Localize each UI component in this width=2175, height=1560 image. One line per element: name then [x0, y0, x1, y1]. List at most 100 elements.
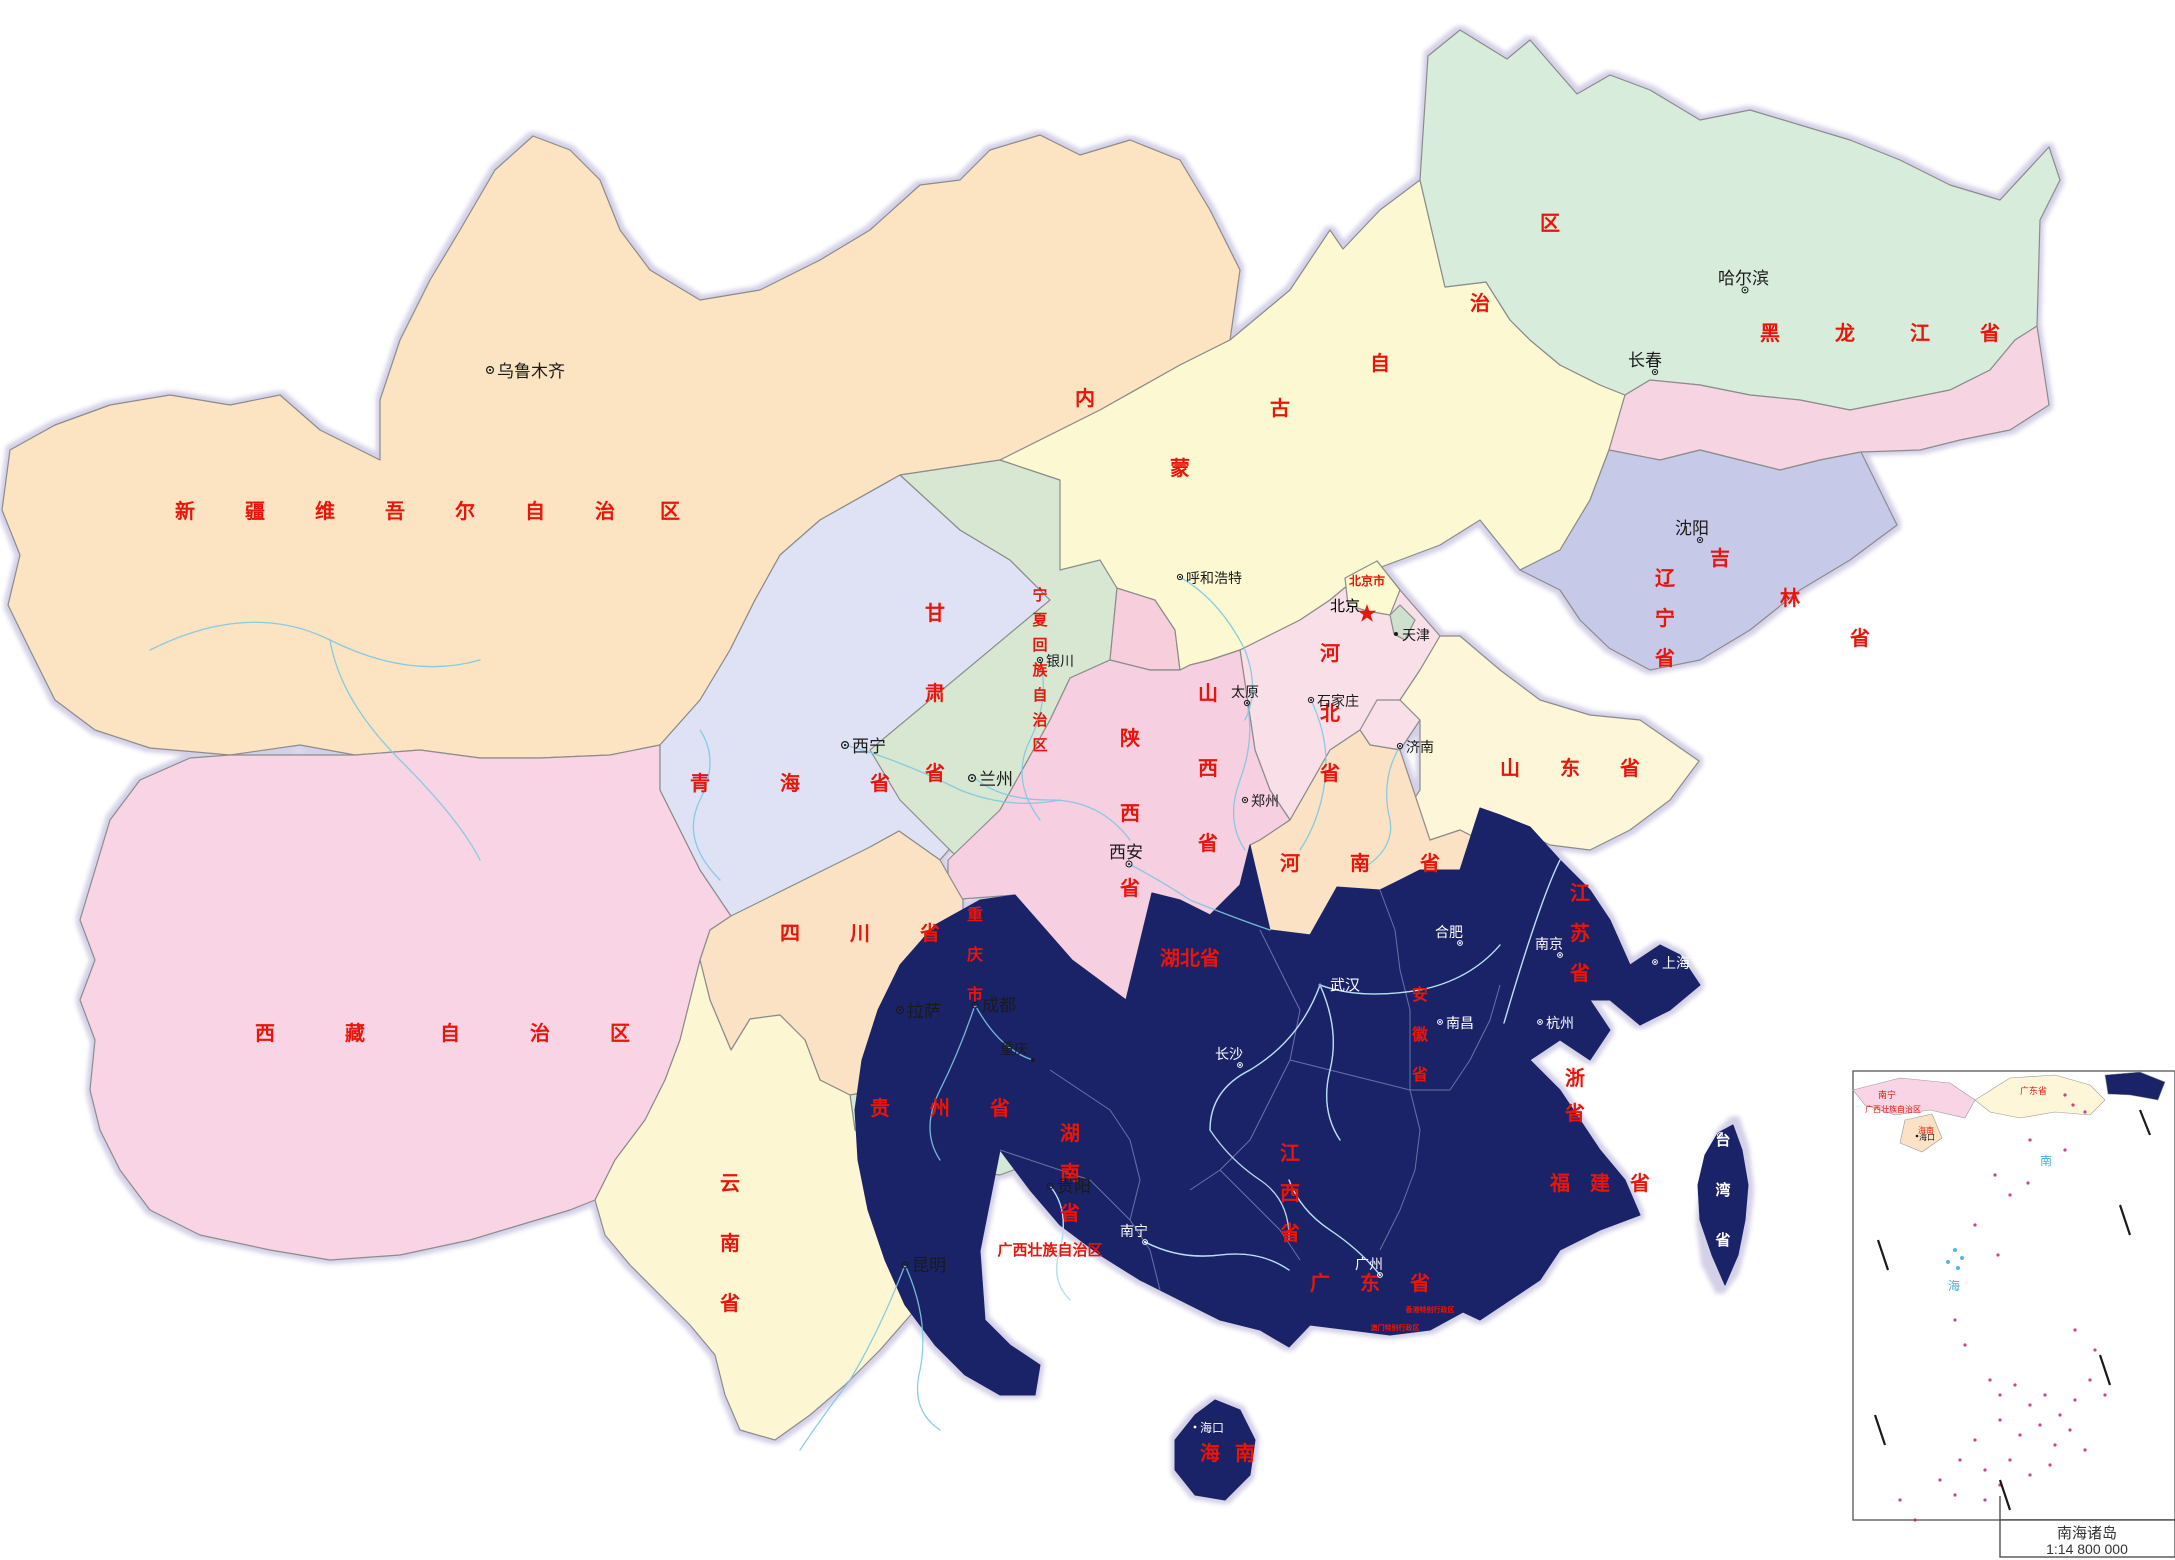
svg-text:省: 省	[719, 1292, 740, 1315]
svg-text:广州: 广州	[1355, 1256, 1383, 1272]
svg-text:尔: 尔	[455, 499, 475, 523]
svg-text:新: 新	[175, 499, 195, 523]
svg-text:1:14 800 000: 1:14 800 000	[2046, 1541, 2128, 1557]
svg-text:省: 省	[1119, 877, 1140, 900]
svg-text:海: 海	[1948, 1278, 1960, 1293]
svg-text:福: 福	[1549, 1172, 1570, 1195]
svg-text:治: 治	[1470, 291, 1490, 315]
svg-text:贵阳: 贵阳	[1057, 1177, 1091, 1196]
svg-text:区: 区	[1540, 213, 1560, 235]
svg-text:福州: 福州	[1615, 1088, 1643, 1104]
svg-text:川: 川	[849, 923, 870, 945]
svg-text:省: 省	[1419, 852, 1440, 875]
svg-text:州: 州	[930, 1097, 950, 1120]
svg-text:西: 西	[1198, 758, 1218, 780]
svg-text:湖: 湖	[1060, 1122, 1080, 1145]
svg-text:云: 云	[720, 1173, 740, 1195]
svg-text:上海: 上海	[1662, 955, 1690, 971]
svg-text:区: 区	[660, 501, 680, 523]
svg-text:呼和浩特: 呼和浩特	[1186, 570, 1242, 586]
svg-text:治: 治	[530, 1021, 550, 1045]
svg-text:沈阳: 沈阳	[1675, 519, 1709, 538]
svg-text:省: 省	[1629, 1172, 1650, 1195]
svg-text:北京市: 北京市	[1349, 573, 1385, 588]
svg-text:广: 广	[1310, 1271, 1330, 1295]
svg-text:杭州: 杭州	[1546, 1015, 1574, 1031]
svg-text:武汉: 武汉	[1330, 977, 1360, 994]
svg-text:拉萨: 拉萨	[907, 1002, 941, 1021]
svg-text:省: 省	[1409, 1272, 1430, 1295]
svg-text:藏: 藏	[345, 1021, 365, 1045]
svg-text:自: 自	[1370, 351, 1390, 375]
svg-text:省: 省	[1319, 762, 1340, 785]
svg-text:疆: 疆	[245, 500, 265, 523]
svg-text:长沙: 长沙	[1215, 1046, 1243, 1062]
svg-text:南昌: 南昌	[1446, 1015, 1474, 1031]
svg-text:甘: 甘	[925, 602, 945, 625]
svg-text:西: 西	[255, 1023, 275, 1045]
svg-text:维: 维	[315, 499, 335, 523]
svg-text:省: 省	[1619, 757, 1640, 780]
svg-text:澳门特别行政区: 澳门特别行政区	[1371, 1323, 1420, 1332]
svg-text:省: 省	[1411, 1065, 1428, 1084]
svg-text:市: 市	[967, 985, 983, 1004]
svg-text:区: 区	[610, 1023, 630, 1045]
svg-text:北京: 北京	[1330, 598, 1360, 615]
svg-text:南宁: 南宁	[1878, 1089, 1896, 1100]
svg-text:广东省: 广东省	[2020, 1085, 2047, 1096]
svg-text:合肥: 合肥	[1435, 924, 1463, 940]
svg-text:广西壮族自治区: 广西壮族自治区	[997, 1241, 1102, 1259]
svg-text:省: 省	[869, 772, 890, 795]
svg-text:南: 南	[1350, 852, 1370, 875]
svg-text:西: 西	[1120, 803, 1140, 825]
svg-text:海口: 海口	[1919, 1132, 1935, 1142]
svg-text:省: 省	[1849, 627, 1870, 650]
svg-text:浙: 浙	[1565, 1066, 1585, 1090]
svg-text:青: 青	[690, 772, 710, 795]
svg-text:南: 南	[2040, 1153, 2052, 1168]
svg-text:古: 古	[1270, 396, 1290, 420]
svg-text:苏: 苏	[1570, 922, 1590, 945]
svg-text:内: 内	[1075, 386, 1095, 410]
svg-text:省: 省	[1564, 1102, 1585, 1125]
svg-text:省: 省	[1569, 962, 1590, 985]
svg-text:江: 江	[1910, 322, 1930, 345]
svg-text:建: 建	[1590, 1171, 1610, 1195]
svg-text:湾: 湾	[1715, 1181, 1730, 1199]
svg-text:陕: 陕	[1120, 726, 1140, 750]
svg-text:省: 省	[919, 922, 940, 945]
svg-text:西安: 西安	[1109, 843, 1143, 862]
svg-text:湖北省: 湖北省	[1160, 947, 1220, 970]
svg-text:安: 安	[1412, 985, 1428, 1004]
svg-text:辽: 辽	[1655, 567, 1676, 590]
svg-text:蒙: 蒙	[1170, 457, 1190, 480]
svg-text:肃: 肃	[925, 682, 945, 705]
svg-text:昆明: 昆明	[912, 1256, 946, 1275]
svg-text:南: 南	[720, 1232, 740, 1255]
svg-text:宁: 宁	[1655, 606, 1675, 630]
svg-text:龙: 龙	[1835, 321, 1855, 345]
svg-text:山: 山	[1500, 757, 1520, 780]
svg-text:乌鲁木齐: 乌鲁木齐	[497, 362, 565, 381]
svg-text:区: 区	[1032, 737, 1047, 754]
svg-text:重庆: 重庆	[1000, 1041, 1028, 1057]
svg-text:海: 海	[1200, 1441, 1220, 1465]
svg-text:广西壮族自治区: 广西壮族自治区	[1865, 1104, 1921, 1114]
svg-text:济南: 济南	[1406, 739, 1434, 755]
svg-text:自: 自	[1032, 686, 1047, 704]
svg-text:省: 省	[1197, 832, 1218, 855]
svg-text:山: 山	[1198, 682, 1218, 705]
svg-text:省: 省	[989, 1097, 1010, 1120]
svg-text:海: 海	[780, 771, 800, 795]
svg-text:江: 江	[1570, 882, 1590, 905]
svg-text:西宁: 西宁	[852, 737, 886, 756]
svg-text:徽: 徽	[1411, 1025, 1429, 1044]
svg-text:省: 省	[1979, 322, 2000, 345]
svg-text:治: 治	[595, 499, 615, 523]
svg-text:回: 回	[1032, 637, 1047, 654]
svg-text:南: 南	[1235, 1442, 1255, 1465]
svg-text:庆: 庆	[966, 945, 983, 964]
svg-text:石家庄: 石家庄	[1317, 693, 1359, 709]
svg-text:西: 西	[1280, 1183, 1300, 1205]
svg-text:省: 省	[1714, 1231, 1730, 1249]
